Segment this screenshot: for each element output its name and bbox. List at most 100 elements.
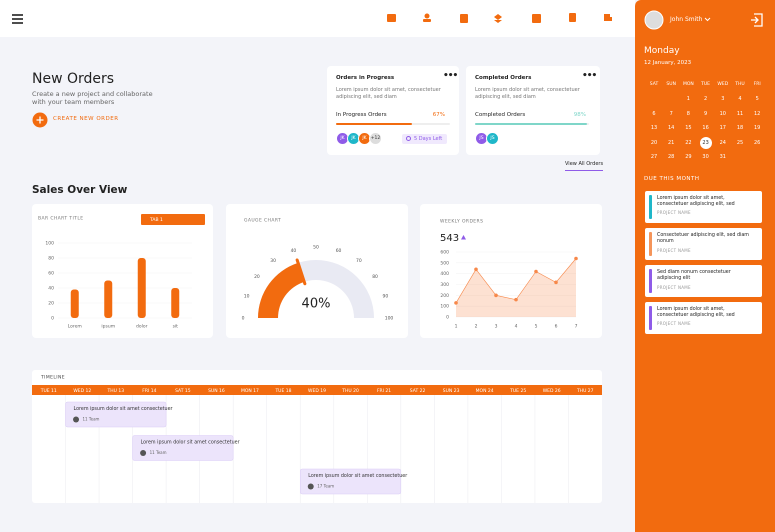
task-card[interactable]: Consectetuer adipiscing elit, sed diam n… [645,228,762,260]
progress-bar [475,123,587,125]
task-project: PROJECT NAME [657,285,691,290]
view-all-link[interactable]: View All Orders [565,161,604,171]
x-tick-label: 6 [555,324,558,330]
calendar-day[interactable]: 15 [685,125,692,131]
timeline-event[interactable] [132,435,234,461]
calendar-day[interactable]: 28 [668,154,675,160]
calendar-day[interactable]: 8 [686,110,690,117]
member-avatars: JK JK JK +12 [336,132,382,145]
calendar-day[interactable]: 11 [736,110,744,117]
day-label: TUE 11 [40,388,57,394]
y-tick-label: 300 [440,282,449,288]
page-subtitle: Create a new project and collaborate wit… [32,90,153,106]
member-avatar[interactable]: JS [475,132,488,145]
page-title: New Orders [32,71,115,87]
day-label: SAT 22 [410,388,426,394]
progress-track [336,123,450,125]
day-label: THU 13 [107,388,125,394]
calendar-day[interactable]: 20 [650,139,658,146]
x-tick-label: 3 [495,324,498,330]
progress-label: 98% [573,112,586,118]
day-label: TUE 25 [509,388,526,394]
calendar-day[interactable]: 3 [721,96,725,102]
y-tick-label: 80 [48,256,54,262]
calendar-day[interactable]: 10 [719,110,726,117]
day-label: TUE 18 [274,388,291,394]
calendar-day[interactable]: 19 [754,125,761,131]
task-card[interactable]: Lorem ipsum dolor sit amet, consectetuer… [645,302,762,334]
timeline-event[interactable] [65,401,167,428]
nav-icons[interactable] [387,13,612,23]
calendar-day[interactable]: 14 [668,125,675,131]
calendar-day[interactable]: 31 [719,154,726,160]
gauge-value-label: 40% [302,297,331,312]
create-order-button[interactable]: CREATE NEW ORDER [32,112,142,128]
weekday-label: TUE [701,82,711,87]
logout-icon[interactable] [751,13,763,27]
calendar-day[interactable]: 29 [685,154,692,160]
calendar-day[interactable]: 17 [719,125,726,131]
calendar-day[interactable]: 6 [652,110,656,117]
calendar-day[interactable]: 1 [686,96,690,102]
day-label: SUN 23 [443,388,460,394]
weekday-label: THU [735,82,745,87]
data-point [574,256,578,261]
day-label: WED 26 [543,388,561,394]
calendar-day[interactable]: 30 [702,154,709,160]
calendar-day[interactable]: 13 [650,125,658,131]
gauge-tick-label: 50 [313,245,319,251]
calendar-day[interactable]: 22 [685,139,692,146]
calendar-day[interactable]: 5 [755,96,759,102]
event-team: 11 Team [83,417,100,422]
area-fill [456,258,576,317]
gauge-tick-label: 10 [244,294,250,300]
progress-name: Completed Orders [475,112,526,118]
y-tick-label: 600 [440,250,449,256]
timeline-title: TIMELINE [40,375,65,381]
event-text: Lorem ipsum dolor sit amet consectetuer [308,473,407,479]
calendar-day[interactable]: 12 [754,110,761,117]
calendar-day[interactable]: 25 [736,139,744,146]
calendar-day[interactable]: 24 [719,139,726,146]
calendar-day[interactable]: 18 [736,125,744,131]
calendar-day[interactable]: 7 [669,110,673,117]
sidebar: John Smith Monday 12 January, 2023 SAT SU… [635,0,775,532]
calendar-day[interactable]: 21 [668,139,675,146]
y-tick-label: 500 [440,260,449,266]
y-tick-label: 400 [440,271,449,277]
task-text: Lorem ipsum dolor sit amet, consectetuer… [657,307,735,318]
calendar-day[interactable]: 4 [738,96,742,102]
y-tick-label: 40 [48,286,54,292]
gauge-tick-label: 20 [254,274,260,280]
weekday-label: WED [717,82,729,87]
calendar-day[interactable]: 16 [702,125,709,131]
calendar-day[interactable]: 23 [699,136,712,149]
order-card-title: Completed Orders [475,75,532,81]
y-tick-label: 60 [48,271,54,277]
calendar-day[interactable]: 26 [754,139,761,146]
calendar-day[interactable]: 9 [704,110,708,117]
gauge-tick-label: 60 [336,248,342,254]
day-label: FRI 14 [142,388,156,394]
calendar-day[interactable]: 2 [704,96,708,102]
gauge-tick-label: 0 [242,316,245,322]
bar [171,288,180,318]
event-text: Lorem ipsum dolor sit amet consectetuer [141,440,240,446]
trend-up-icon [461,235,466,240]
x-tick-label: ipsum [101,324,115,330]
calendar-day[interactable]: 27 [650,154,658,160]
tab-button[interactable] [141,214,205,225]
user-avatar[interactable] [644,10,664,30]
task-card[interactable]: Lorem ipsum dolor sit amet, consectetuer… [645,191,762,223]
task-card[interactable]: Sed diam nonum consectetuer adipiscing e… [645,265,762,297]
more-icon: ••• [582,71,597,81]
timeline-event[interactable] [299,468,402,495]
x-tick-label: Lorem [68,324,82,330]
user-dropdown[interactable] [704,17,711,22]
weekly-total: 543 [440,233,459,244]
deadline-text: 5 Days Left [414,136,443,142]
member-avatar[interactable]: JS [486,132,499,145]
menu-icon[interactable] [12,14,23,24]
member-avatar[interactable]: +12 [369,132,382,145]
